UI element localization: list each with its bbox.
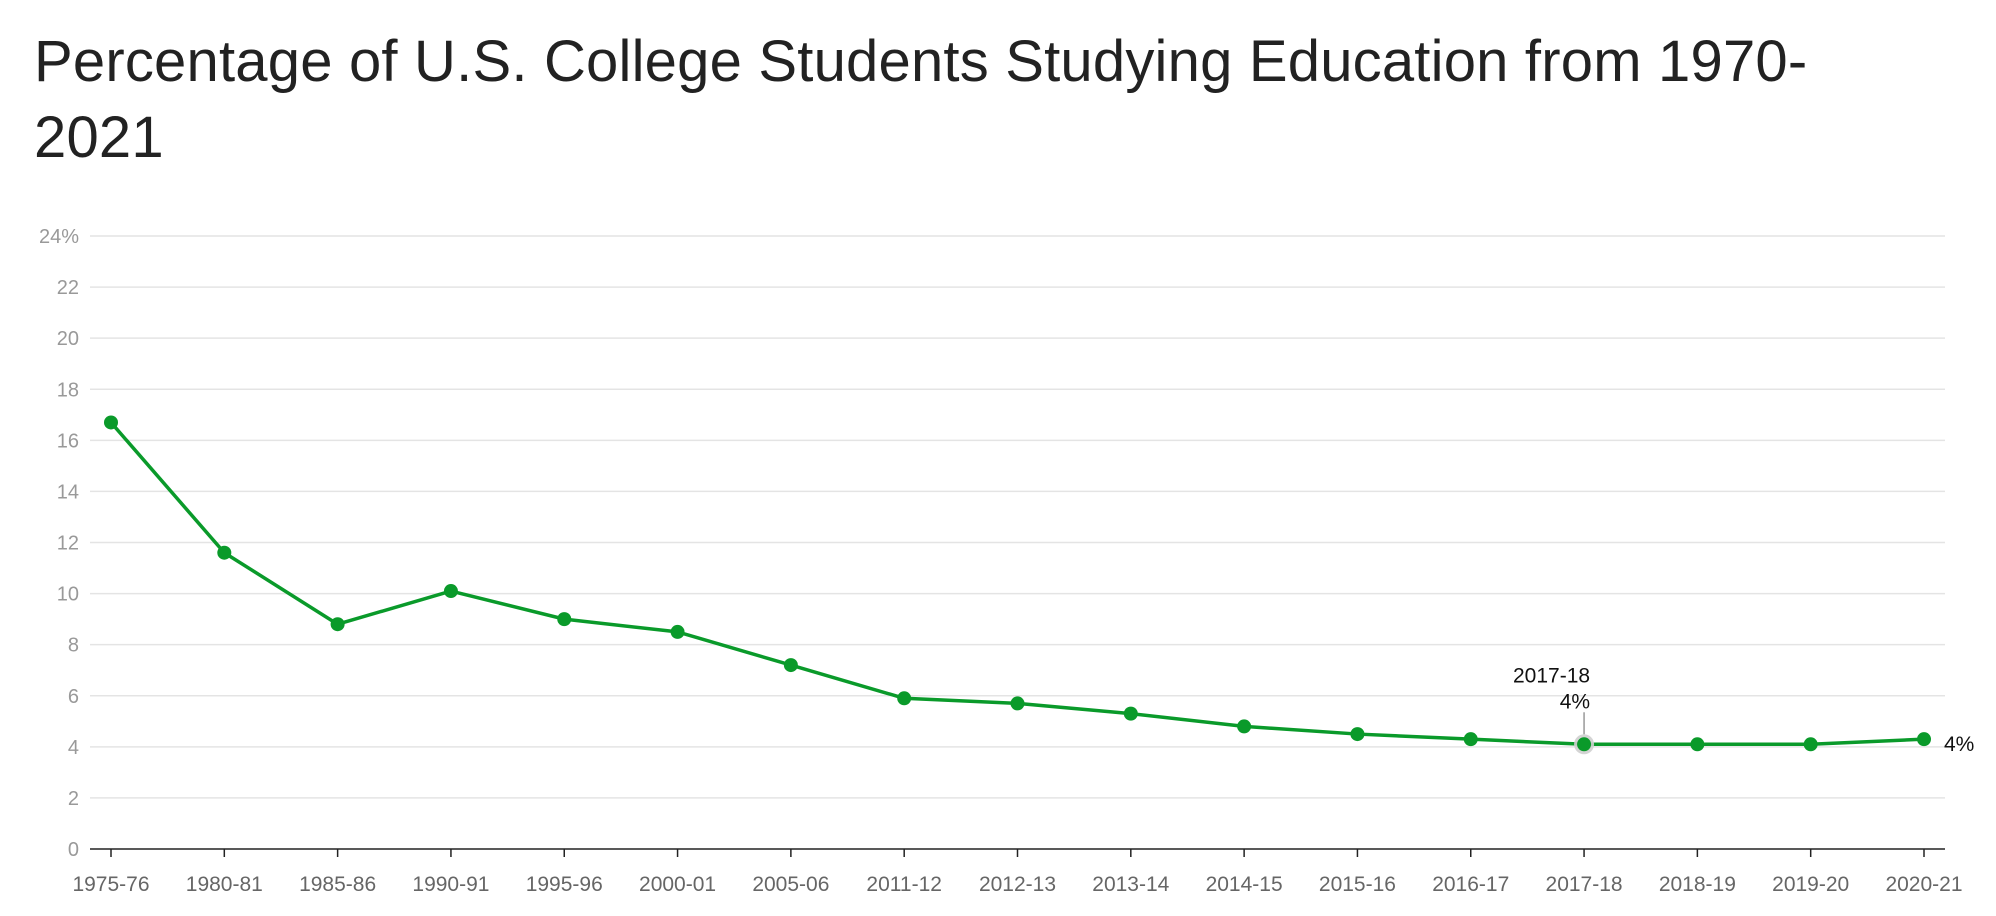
data-point <box>557 612 572 627</box>
x-tick-label: 2014-15 <box>1206 873 1283 896</box>
data-point <box>1577 737 1592 752</box>
data-point <box>1463 732 1478 747</box>
y-tick-label: 22 <box>57 277 79 299</box>
x-tick-label: 2018-19 <box>1659 873 1736 896</box>
x-tick-label: 2016-17 <box>1432 873 1509 896</box>
y-tick-label: 12 <box>57 533 79 555</box>
x-tick-label: 2005-06 <box>752 873 829 896</box>
x-tick-label: 2017-18 <box>1546 873 1623 896</box>
y-tick-label: 14 <box>57 481 79 503</box>
x-tick-label: 1985-86 <box>299 873 376 896</box>
data-point <box>1350 727 1365 742</box>
x-tick-label: 1975-76 <box>72 873 149 896</box>
x-tick-label: 1995-96 <box>526 873 603 896</box>
x-tick-label: 2011-12 <box>866 873 942 896</box>
data-point <box>1237 719 1252 734</box>
chart-title: Percentage of U.S. College Students Stud… <box>34 29 1808 170</box>
y-tick-label: 18 <box>57 379 79 401</box>
data-point <box>217 545 232 560</box>
annotation-value: 4% <box>1560 690 1590 713</box>
data-point <box>670 624 685 639</box>
y-tick-label: 2 <box>68 788 79 810</box>
y-tick-label: 8 <box>68 635 79 657</box>
x-tick-label: 2015-16 <box>1319 873 1396 896</box>
end-value-label: 4% <box>1944 733 1974 756</box>
data-point <box>897 691 912 706</box>
x-tick-label: 2020-21 <box>1885 873 1962 896</box>
y-tick-label: 4 <box>68 737 79 759</box>
x-tick-label: 2000-01 <box>639 873 716 896</box>
y-tick-label: 20 <box>57 328 79 350</box>
data-point <box>443 584 458 599</box>
x-tick-label: 2019-20 <box>1772 873 1849 896</box>
y-tick-label: 10 <box>57 584 79 606</box>
data-point <box>104 415 118 430</box>
data-point <box>1803 737 1818 752</box>
y-tick-label: 16 <box>57 430 79 452</box>
y-tick-label: 6 <box>68 686 79 708</box>
annotation-category: 2017-18 <box>1513 664 1590 687</box>
x-tick-label: 1990-91 <box>412 873 489 896</box>
data-point <box>1123 706 1138 721</box>
x-tick-label: 2013-14 <box>1092 873 1169 896</box>
x-tick-label: 2012-13 <box>979 873 1056 896</box>
data-point <box>1690 737 1705 752</box>
data-point <box>1010 696 1025 711</box>
data-point <box>783 658 798 673</box>
data-point <box>330 617 345 632</box>
x-tick-label: 1980-81 <box>186 873 263 896</box>
y-tick-label: 24% <box>39 226 79 248</box>
y-tick-label: 0 <box>68 839 79 861</box>
data-point <box>1917 732 1931 747</box>
